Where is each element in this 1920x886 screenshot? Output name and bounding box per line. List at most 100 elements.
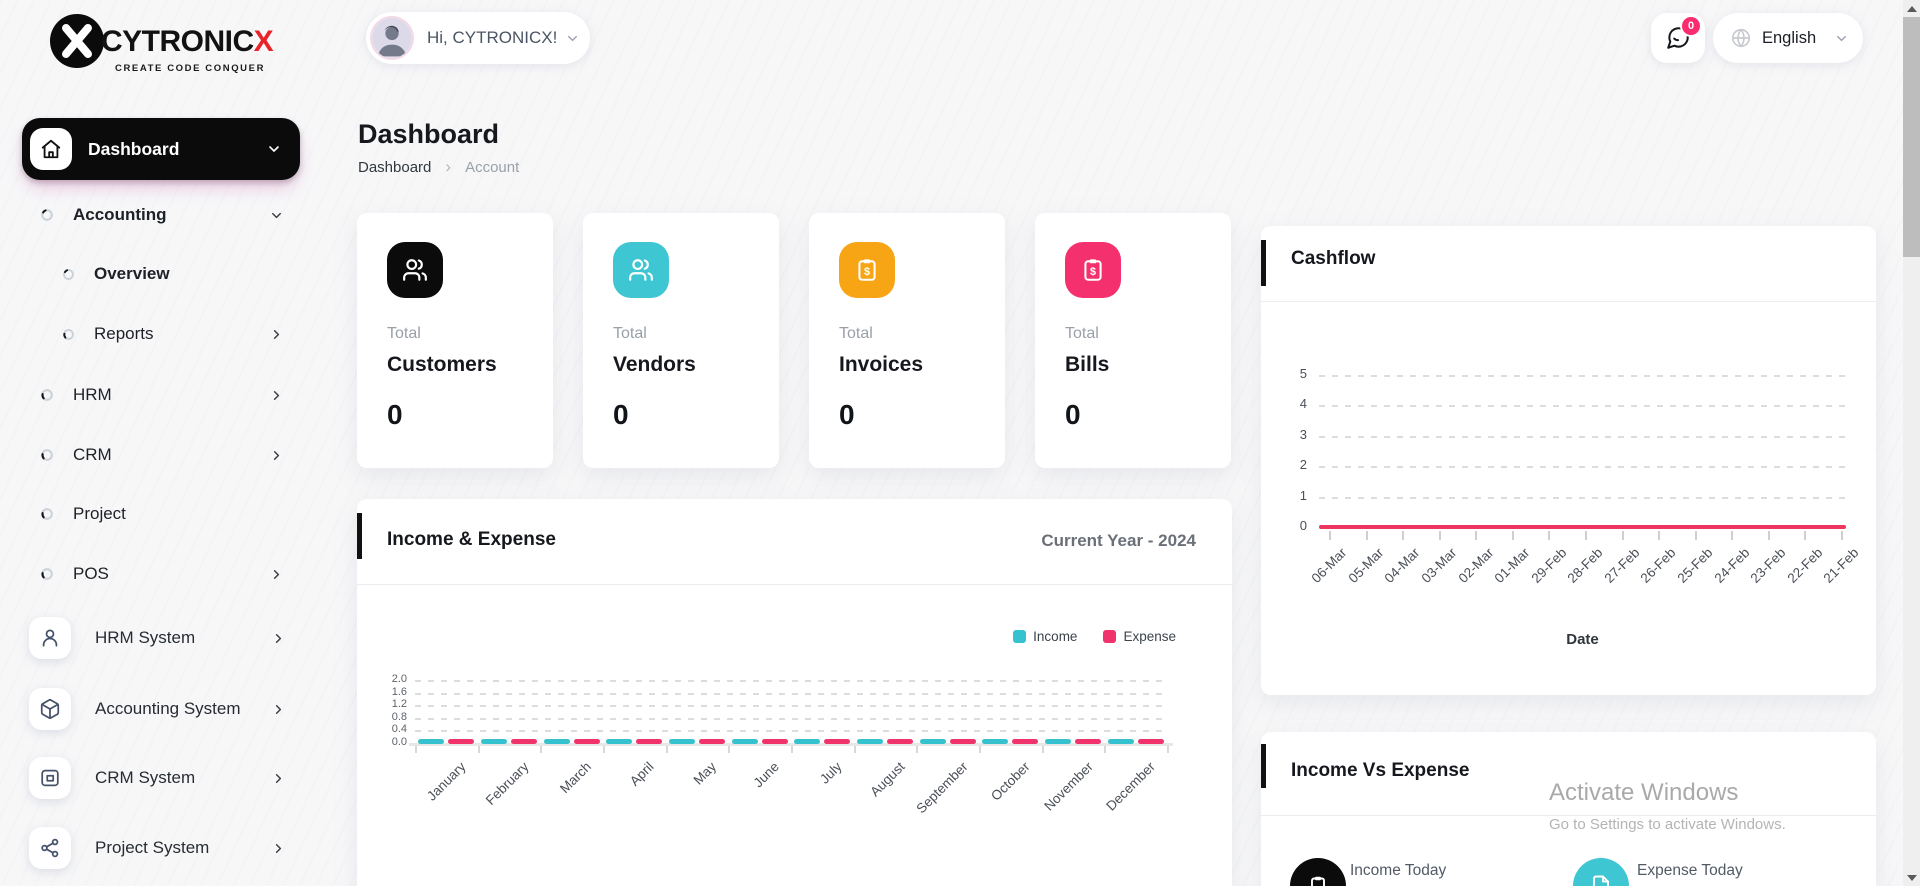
stat-value: 0 — [839, 399, 855, 430]
legend-expense[interactable]: Expense — [1103, 629, 1176, 644]
clipboard-icon — [1290, 858, 1346, 886]
expense-bar — [1012, 739, 1039, 744]
chevron-right-icon — [269, 327, 284, 342]
stat-label: Vendors — [613, 353, 696, 376]
y-tick-label: 4 — [1299, 396, 1307, 412]
stat-card-invoices: $ Total Invoices 0 — [809, 213, 1005, 468]
expense-today-label: Expense Today — [1637, 862, 1743, 879]
sidebar-item-pos[interactable]: POS — [40, 554, 300, 594]
sidebar-item-crm[interactable]: CRM — [40, 435, 300, 475]
language-selector[interactable]: English — [1713, 13, 1863, 63]
brand-logo[interactable]: CYTRONICX CREATE CODE CONQUER — [49, 11, 299, 81]
panel-accent-bar — [357, 513, 362, 559]
legend-income[interactable]: Income — [1013, 629, 1077, 644]
notifications-button[interactable]: 0 — [1651, 13, 1705, 63]
sidebar-item-overview[interactable]: Overview — [62, 254, 300, 294]
x-axis-tick — [791, 746, 793, 753]
sidebar-item-accounting[interactable]: Accounting — [40, 195, 300, 235]
y-tick-label: 0.4 — [391, 723, 407, 736]
scrollbar-up-arrow[interactable] — [1903, 0, 1920, 17]
y-tick-label: 0.0 — [391, 736, 407, 748]
income-bar — [919, 739, 946, 744]
x-axis-tick — [1841, 531, 1843, 540]
chevron-right-icon — [271, 631, 286, 646]
y-tick-label: 1.2 — [391, 698, 407, 711]
expense-bar — [573, 739, 600, 744]
y-tick-label: 5 — [1299, 366, 1307, 381]
scrollbar-thumb[interactable] — [1903, 17, 1920, 257]
page-scrollbar[interactable] — [1903, 0, 1920, 886]
sidebar-item-label: CRM — [73, 445, 112, 464]
x-axis-tick — [1585, 531, 1587, 540]
stat-label: Customers — [387, 353, 497, 376]
x-axis-tick — [540, 746, 543, 753]
x-tick-label: February — [482, 759, 532, 808]
cashflow-panel: Cashflow 0 1 2 3 4 5 06-Mar 05-Mar 04-Mar 03-Mar 0… — [1261, 226, 1876, 695]
sidebar-item-hrm[interactable]: HRM — [40, 375, 300, 415]
y-tick-label: 0 — [1299, 518, 1307, 533]
divider — [1261, 301, 1876, 302]
x-tick-label: October — [988, 759, 1033, 804]
stat-value: 0 — [613, 399, 629, 430]
user-menu-button[interactable]: Hi, CYTRONICX! — [366, 12, 590, 64]
sidebar-item-crm-system[interactable]: CRM System — [29, 756, 300, 800]
scrollbar-down-arrow[interactable] — [1903, 869, 1920, 886]
income-today-label: Income Today — [1350, 862, 1447, 879]
y-tick-label: 1.6 — [391, 685, 407, 698]
sidebar-item-dashboard[interactable]: Dashboard — [22, 118, 300, 180]
sidebar-item-label: Accounting System — [95, 699, 241, 718]
x-tick-label: 02-Mar — [1455, 545, 1496, 586]
x-tick-label: January — [424, 759, 469, 804]
income-bar — [982, 739, 1009, 744]
sidebar-item-project-system[interactable]: Project System — [29, 826, 300, 870]
stat-prefix: Total — [613, 325, 647, 342]
breadcrumb-dashboard[interactable]: Dashboard — [358, 158, 432, 176]
y-tick-label: 1 — [1299, 487, 1307, 503]
gridline — [415, 705, 1167, 708]
notification-badge: 0 — [1680, 15, 1702, 37]
spinner-bullet-icon — [62, 268, 75, 281]
sidebar-item-reports[interactable]: Reports — [62, 314, 300, 354]
brand-tagline: CREATE CODE CONQUER — [115, 63, 266, 74]
gridline — [415, 717, 1167, 720]
stat-label: Invoices — [839, 353, 924, 376]
spinner-bullet-icon — [40, 208, 54, 222]
svg-text:$: $ — [1090, 266, 1096, 278]
gridline — [415, 680, 1167, 682]
sidebar-item-project[interactable]: Project — [40, 494, 300, 534]
sidebar-item-label: Accounting — [73, 205, 167, 224]
avatar — [370, 16, 414, 60]
x-axis-tick — [1767, 531, 1770, 540]
x-axis-tick — [665, 746, 668, 753]
sidebar-item-accounting-system[interactable]: Accounting System — [29, 687, 300, 731]
x-tick-label: 22-Feb — [1784, 545, 1826, 586]
stat-label: Bills — [1065, 353, 1110, 376]
stat-prefix: Total — [1065, 325, 1099, 342]
x-axis-tick — [728, 746, 731, 753]
users-icon — [387, 242, 443, 298]
spinner-bullet-icon — [62, 328, 75, 341]
income-vs-expense-panel: Income Vs Expense Income Today Expense T… — [1261, 732, 1876, 886]
spinner-bullet-icon — [40, 448, 54, 462]
chevron-down-icon — [1834, 31, 1849, 46]
chevron-right-icon — [271, 702, 286, 717]
y-tick-label: 2 — [1299, 457, 1307, 473]
x-tick-label: 21-Feb — [1820, 545, 1862, 586]
sidebar-item-label: Overview — [94, 264, 170, 283]
x-tick-label: December — [1103, 759, 1159, 814]
x-tick-label: 04-Mar — [1381, 545, 1423, 586]
sidebar-item-hrm-system[interactable]: HRM System — [29, 616, 300, 660]
page-title: Dashboard — [358, 119, 500, 149]
x-tick-label: 05-Mar — [1345, 545, 1387, 586]
x-tick-label: July — [817, 759, 845, 787]
expense-bar — [448, 739, 475, 744]
cashflow-plot: 0 1 2 3 4 5 06-Mar 05-Mar 04-Mar 03-Mar 02-Mar 01-M… — [1261, 301, 1876, 631]
legend-swatch — [1013, 630, 1027, 643]
x-axis-tick — [1658, 531, 1661, 540]
income-bar — [1107, 739, 1134, 744]
x-tick-label: 23-Feb — [1747, 545, 1789, 586]
x-axis-tick — [1694, 531, 1697, 540]
chevron-right-icon — [271, 771, 286, 786]
x-axis-tick — [1041, 746, 1044, 753]
